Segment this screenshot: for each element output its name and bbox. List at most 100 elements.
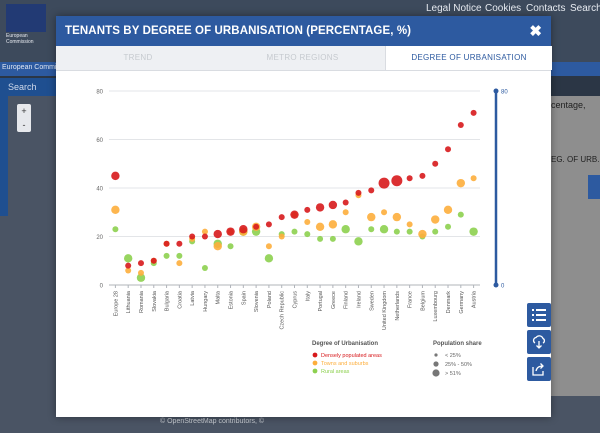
data-point bbox=[290, 210, 299, 219]
background-panel bbox=[550, 96, 600, 396]
scatter-chart: 0 20 40 60 80 Europe 28 Lithuania Romania Slova… bbox=[96, 88, 508, 377]
data-point bbox=[341, 225, 350, 234]
data-point bbox=[315, 222, 325, 231]
size-legend-marker bbox=[434, 353, 438, 357]
share-icon bbox=[532, 363, 544, 376]
site-search-field[interactable]: Search bbox=[0, 78, 60, 96]
data-point bbox=[431, 215, 440, 224]
map-zoom-control[interactable]: + - bbox=[17, 104, 31, 132]
data-point bbox=[391, 175, 403, 187]
data-point bbox=[123, 254, 133, 263]
data-point bbox=[304, 218, 311, 225]
y-tick-label: 0 bbox=[100, 284, 104, 290]
x-tick-label: Hungary bbox=[203, 291, 209, 312]
data-point bbox=[201, 228, 208, 235]
x-tick-label: Latvia bbox=[190, 290, 196, 306]
x-tick-label: Sweden bbox=[369, 291, 375, 311]
download-icon bbox=[532, 335, 545, 349]
nav-cookies[interactable]: Cookies bbox=[485, 3, 522, 14]
x-tick-label: Bulgaria bbox=[165, 290, 171, 311]
data-point bbox=[150, 257, 157, 264]
data-point bbox=[392, 212, 402, 222]
x-tick-label: Austria bbox=[472, 290, 478, 308]
y-tick-label: 20 bbox=[96, 235, 103, 241]
data-point bbox=[265, 221, 272, 228]
data-point bbox=[328, 220, 338, 229]
download-button[interactable] bbox=[527, 330, 551, 354]
nav-contacts[interactable]: Contacts bbox=[526, 3, 566, 14]
legend-marker bbox=[312, 360, 318, 366]
x-tick-label: Germany bbox=[459, 291, 465, 314]
slider-handle-bottom bbox=[493, 282, 499, 288]
nav-legal-notice[interactable]: Legal Notice bbox=[426, 3, 482, 14]
data-point bbox=[304, 206, 311, 213]
share-button[interactable] bbox=[527, 357, 551, 381]
x-tick-label: Slovakia bbox=[152, 290, 158, 312]
data-point bbox=[163, 252, 170, 259]
data-point bbox=[315, 203, 325, 212]
data-point bbox=[265, 243, 272, 250]
x-tick-label: United Kingdom bbox=[382, 291, 388, 331]
x-tick-label: Malta bbox=[216, 290, 222, 304]
data-point bbox=[176, 240, 183, 247]
x-tick-label: Ireland bbox=[356, 291, 362, 308]
background-text: EG. OF URB. bbox=[551, 155, 600, 164]
data-point bbox=[253, 223, 260, 230]
y-tick-label: 80 bbox=[96, 90, 103, 96]
data-point bbox=[317, 235, 324, 242]
data-point bbox=[354, 237, 363, 246]
data-point bbox=[278, 214, 285, 221]
data-point bbox=[163, 240, 170, 247]
slider-top-label: 80 bbox=[501, 90, 508, 96]
data-point bbox=[445, 146, 452, 153]
x-tick-label: Spain bbox=[241, 291, 247, 305]
close-icon[interactable]: ✖ bbox=[529, 23, 542, 40]
data-point bbox=[112, 226, 119, 233]
data-point bbox=[406, 228, 413, 235]
tab-degree-of-urbanisation[interactable]: DEGREE OF URBANISATION bbox=[385, 46, 552, 70]
chart-legend: Degree of Urbanisation Densely populated … bbox=[312, 341, 482, 377]
data-point bbox=[457, 211, 464, 218]
data-point bbox=[278, 233, 285, 240]
data-point bbox=[176, 260, 183, 267]
zoom-out-button: - bbox=[22, 120, 26, 130]
y-axis: 0 20 40 60 80 bbox=[96, 90, 103, 290]
data-point bbox=[445, 223, 452, 230]
nav-search[interactable]: Search bbox=[570, 3, 600, 14]
tab-trend[interactable]: TREND bbox=[56, 46, 220, 70]
data-point bbox=[368, 187, 375, 194]
tab-metro-regions[interactable]: METRO REGIONS bbox=[220, 46, 385, 70]
data-point bbox=[304, 231, 311, 238]
data-point bbox=[329, 235, 336, 242]
x-tick-label: Denmark bbox=[446, 291, 452, 314]
data-point bbox=[470, 109, 477, 116]
data-point bbox=[213, 242, 222, 251]
size-legend-label: > 51% bbox=[445, 371, 461, 377]
slider-handle-top bbox=[493, 88, 499, 94]
map-attribution: © OpenStreetMap contributors, © bbox=[160, 418, 265, 425]
data-point bbox=[125, 262, 132, 269]
legend-label: Towns and suburbs bbox=[321, 361, 369, 367]
background-text: centage, bbox=[551, 100, 586, 110]
size-legend-label: < 25% bbox=[445, 353, 461, 359]
data-point bbox=[419, 172, 426, 179]
size-legend-label: 25% - 50% bbox=[445, 362, 472, 368]
data-point bbox=[418, 229, 427, 239]
x-tick-label: Czech Republic bbox=[280, 291, 286, 330]
data-point bbox=[201, 233, 208, 240]
data-point bbox=[111, 171, 120, 181]
size-legend-marker bbox=[433, 361, 439, 367]
list-view-button[interactable] bbox=[527, 303, 551, 327]
legend-marker bbox=[312, 352, 318, 358]
data-point bbox=[432, 160, 439, 167]
size-legend-title: Population share bbox=[433, 341, 482, 347]
logo-text: European Commission bbox=[6, 33, 34, 45]
tab-bar: TREND METRO REGIONS DEGREE OF URBANISATI… bbox=[56, 46, 552, 71]
x-tick-label: France bbox=[408, 291, 414, 308]
slider-bottom-label: 0 bbox=[501, 284, 505, 290]
data-point bbox=[470, 175, 477, 182]
data-point bbox=[136, 273, 146, 282]
zoom-in-button: + bbox=[21, 106, 27, 116]
data-point bbox=[381, 209, 388, 216]
data-point bbox=[393, 228, 400, 235]
